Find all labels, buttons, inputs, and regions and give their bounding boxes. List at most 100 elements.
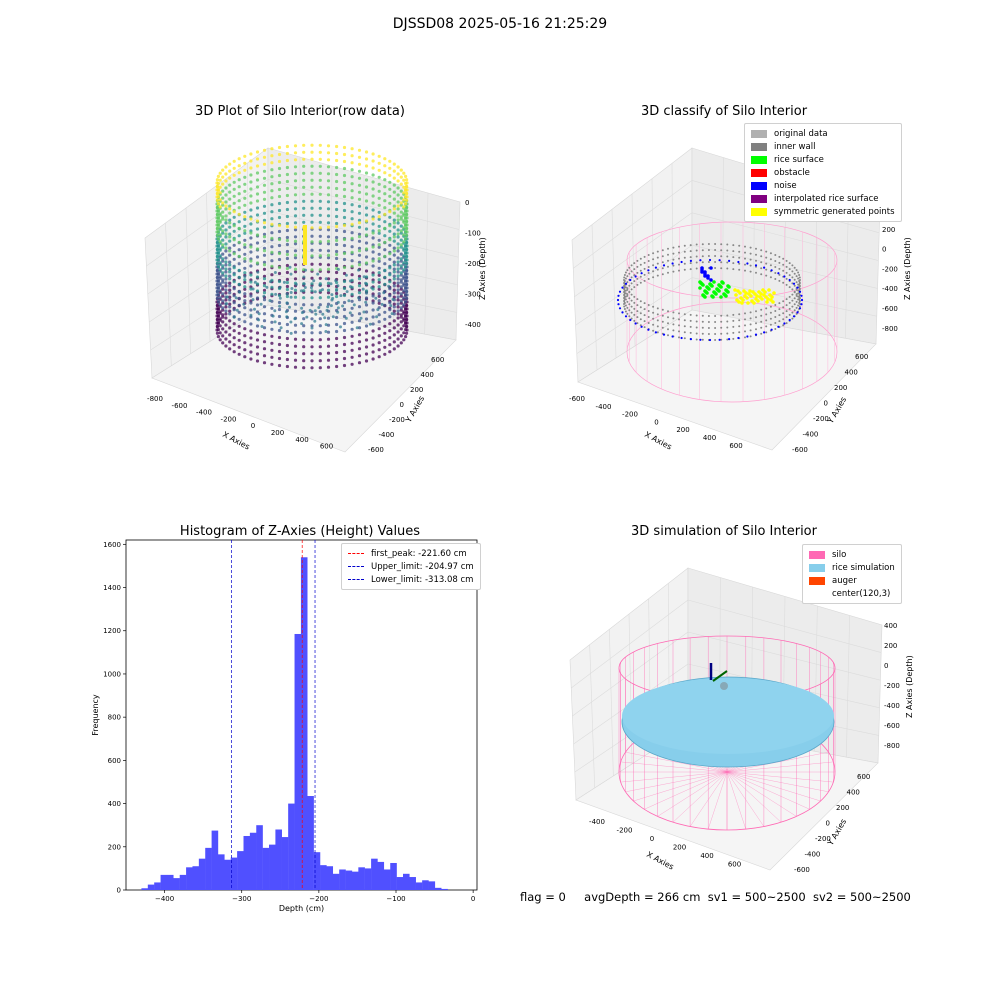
raw-point [232, 166, 236, 170]
raw-point [221, 292, 225, 296]
raw-point [350, 236, 354, 240]
raw-point [388, 252, 392, 256]
raw-point [262, 253, 267, 257]
raw-point [228, 218, 232, 222]
raw-point [405, 268, 409, 272]
tick-label: 600 [855, 353, 868, 361]
raw-point [362, 310, 366, 314]
raw-point [293, 165, 298, 169]
raw-point [285, 266, 289, 271]
raw-point [357, 246, 362, 250]
symmetric-point [769, 298, 773, 302]
raw-point [396, 323, 400, 327]
raw-point [232, 308, 236, 312]
raw-point [364, 233, 369, 237]
raw-point [335, 172, 339, 177]
raw-point [364, 281, 368, 285]
silo-floor-wire [620, 761, 728, 773]
raw-point [237, 345, 241, 349]
raw-point [224, 260, 228, 264]
raw-point [383, 157, 387, 161]
inner-wall-point [788, 301, 791, 304]
grid-line [722, 157, 724, 316]
grid-line [330, 165, 333, 317]
inner-wall-point [798, 305, 801, 308]
inner-wall-point [672, 252, 675, 255]
raw-point [221, 259, 225, 263]
inner-wall-point [798, 274, 801, 276]
raw-point [237, 248, 241, 252]
inner-wall-point [726, 320, 729, 323]
raw-point [405, 289, 409, 293]
raw-point [237, 275, 241, 279]
grid-line [575, 244, 693, 326]
y-tick-label: 1600 [103, 541, 121, 549]
raw-point [293, 221, 298, 225]
raw-point [364, 345, 369, 349]
raw-point [255, 296, 260, 300]
raw-point [404, 321, 408, 325]
inner-wall-point [749, 264, 752, 267]
raw-point [302, 296, 306, 300]
grid-line [611, 209, 617, 359]
noise-point [800, 294, 803, 297]
raw-point [326, 288, 331, 292]
raw-point [342, 145, 347, 150]
status-line: flag = 0 avgDepth = 266 cm sv1 = 500~250… [520, 890, 911, 904]
raw-point [218, 226, 222, 230]
y-axis-label: Frequency [91, 694, 100, 736]
histogram-bar [249, 832, 257, 890]
raw-point [318, 317, 322, 321]
raw-point [336, 306, 340, 310]
inner-wall-point [798, 276, 801, 279]
raw-point [392, 281, 396, 285]
raw-point [310, 262, 314, 266]
raw-point [377, 243, 381, 247]
raw-point [357, 183, 362, 187]
raw-point [262, 347, 267, 351]
inner-wall-point [782, 312, 785, 315]
inner-wall-point [782, 281, 785, 284]
raw-point [228, 246, 232, 250]
raw-point [396, 312, 400, 316]
legend-swatch [751, 168, 767, 177]
raw-point [218, 303, 222, 307]
raw-point [216, 216, 220, 220]
raw-point [221, 266, 225, 270]
raw-point [399, 217, 403, 221]
raw-point [293, 267, 298, 271]
raw-point [335, 291, 339, 296]
tick-label: -400 [884, 702, 900, 710]
raw-point [402, 268, 406, 272]
inner-wall-point [695, 267, 698, 270]
raw-point [383, 171, 387, 175]
raw-point [350, 264, 354, 268]
raw-point [326, 253, 331, 257]
raw-point [218, 212, 222, 216]
raw-point [228, 190, 232, 194]
raw-point [285, 301, 289, 305]
raw-point [293, 186, 298, 190]
raw-point [364, 192, 369, 196]
raw-point [342, 152, 347, 157]
raw-point [224, 221, 228, 225]
raw-point [396, 242, 400, 246]
tick-label: 600 [728, 861, 741, 869]
x-tick-label: −400 [155, 895, 174, 903]
raw-point [350, 313, 354, 317]
raw-point [326, 228, 331, 232]
legend-entry: silo [809, 548, 895, 561]
raw-point [277, 321, 282, 326]
raw-point [243, 355, 247, 359]
raw-point [350, 147, 354, 151]
inner-wall-point [624, 271, 627, 274]
raw-point [404, 223, 408, 227]
raw-point [224, 186, 228, 190]
inner-wall-point [667, 247, 669, 250]
raw-point [318, 206, 322, 210]
raw-point [342, 335, 347, 340]
raw-point [321, 288, 324, 292]
raw-point [302, 317, 306, 321]
raw-point [293, 256, 298, 260]
inner-wall-point [726, 326, 729, 329]
